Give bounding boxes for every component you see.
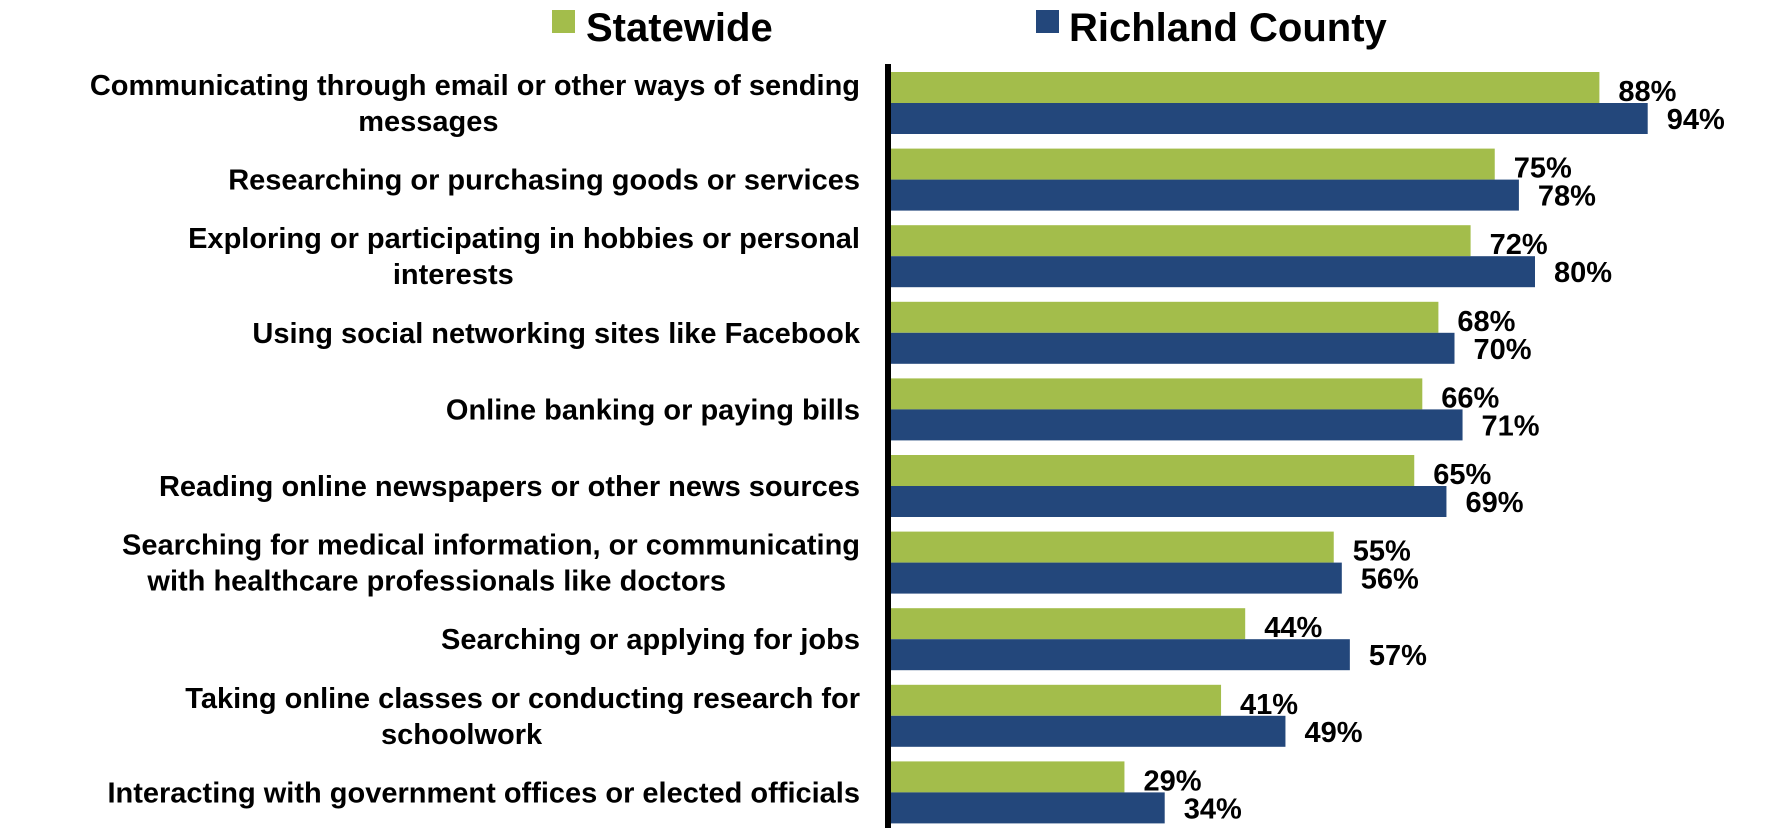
legend-label-1: Statewide [586, 6, 773, 50]
data-label-richland-county: 78% [1538, 181, 1596, 213]
data-label-statewide: 68% [1457, 306, 1515, 338]
bar-richland-county [891, 103, 1648, 134]
data-label-statewide: 88% [1618, 76, 1676, 108]
category-label: Using social networking sites like Faceb… [252, 318, 860, 350]
bar-richland-county [891, 256, 1535, 288]
bar-richland-county [891, 562, 1342, 594]
bar-statewide [891, 148, 1495, 180]
legend: Statewide Richland County [552, 6, 1388, 50]
data-label-richland-county: 70% [1474, 334, 1532, 366]
bar-richland-county [891, 486, 1447, 517]
data-label-statewide: 44% [1264, 612, 1322, 644]
data-label-richland-county: 57% [1369, 640, 1427, 672]
data-label-statewide: 29% [1143, 765, 1201, 797]
legend-label-2: Richland County [1069, 6, 1388, 50]
data-label-richland-county: 80% [1554, 257, 1612, 289]
bar-statewide [891, 761, 1125, 793]
bar-richland-county [891, 179, 1519, 211]
bar-richland-county [891, 332, 1455, 364]
data-label-statewide: 65% [1433, 459, 1491, 491]
bar-statewide [891, 455, 1415, 486]
data-label-statewide: 66% [1441, 382, 1499, 414]
legend-swatch-1 [552, 10, 575, 33]
legend-swatch-2 [1036, 10, 1059, 33]
bar-statewide [891, 684, 1222, 716]
data-label-statewide: 41% [1240, 689, 1298, 721]
category-label: Exploring or participating in hobbies or… [188, 223, 860, 291]
data-label-richland-county: 56% [1361, 564, 1419, 596]
bar-statewide [891, 301, 1439, 333]
category-label: Online banking or paying bills [446, 394, 860, 426]
data-label-statewide: 72% [1490, 229, 1548, 261]
bar-statewide [891, 72, 1600, 103]
bar-richland-county [891, 409, 1463, 441]
data-label-richland-county: 94% [1667, 104, 1725, 136]
data-label-richland-county: 34% [1184, 793, 1242, 825]
data-label-statewide: 55% [1353, 536, 1411, 568]
category-label: Searching for medical information, or co… [122, 530, 860, 598]
data-label-richland-county: 49% [1304, 717, 1362, 749]
bars [891, 72, 1648, 824]
category-label: Searching or applying for jobs [441, 624, 860, 656]
category-label: Taking online classes or conducting rese… [185, 683, 860, 751]
category-labels: Communicating through email or other way… [90, 70, 861, 809]
category-label: Communicating through email or other way… [90, 70, 860, 138]
bar-richland-county [891, 715, 1286, 747]
data-label-richland-county: 69% [1465, 487, 1523, 519]
bar-richland-county [891, 639, 1350, 671]
category-label: Interacting with government offices or e… [107, 777, 860, 809]
data-label-richland-county: 71% [1482, 410, 1540, 442]
data-labels: 88%94%75%78%72%80%68%70%66%71%65%69%55%5… [1143, 76, 1725, 825]
bar-statewide [891, 531, 1334, 563]
category-label: Researching or purchasing goods or servi… [228, 165, 860, 197]
bar-richland-county [891, 792, 1165, 824]
category-label: Reading online newspapers or other news … [159, 471, 860, 503]
bar-statewide [891, 608, 1246, 640]
data-label-statewide: 75% [1514, 153, 1572, 185]
bar-statewide [891, 378, 1423, 410]
bar-statewide [891, 225, 1471, 257]
